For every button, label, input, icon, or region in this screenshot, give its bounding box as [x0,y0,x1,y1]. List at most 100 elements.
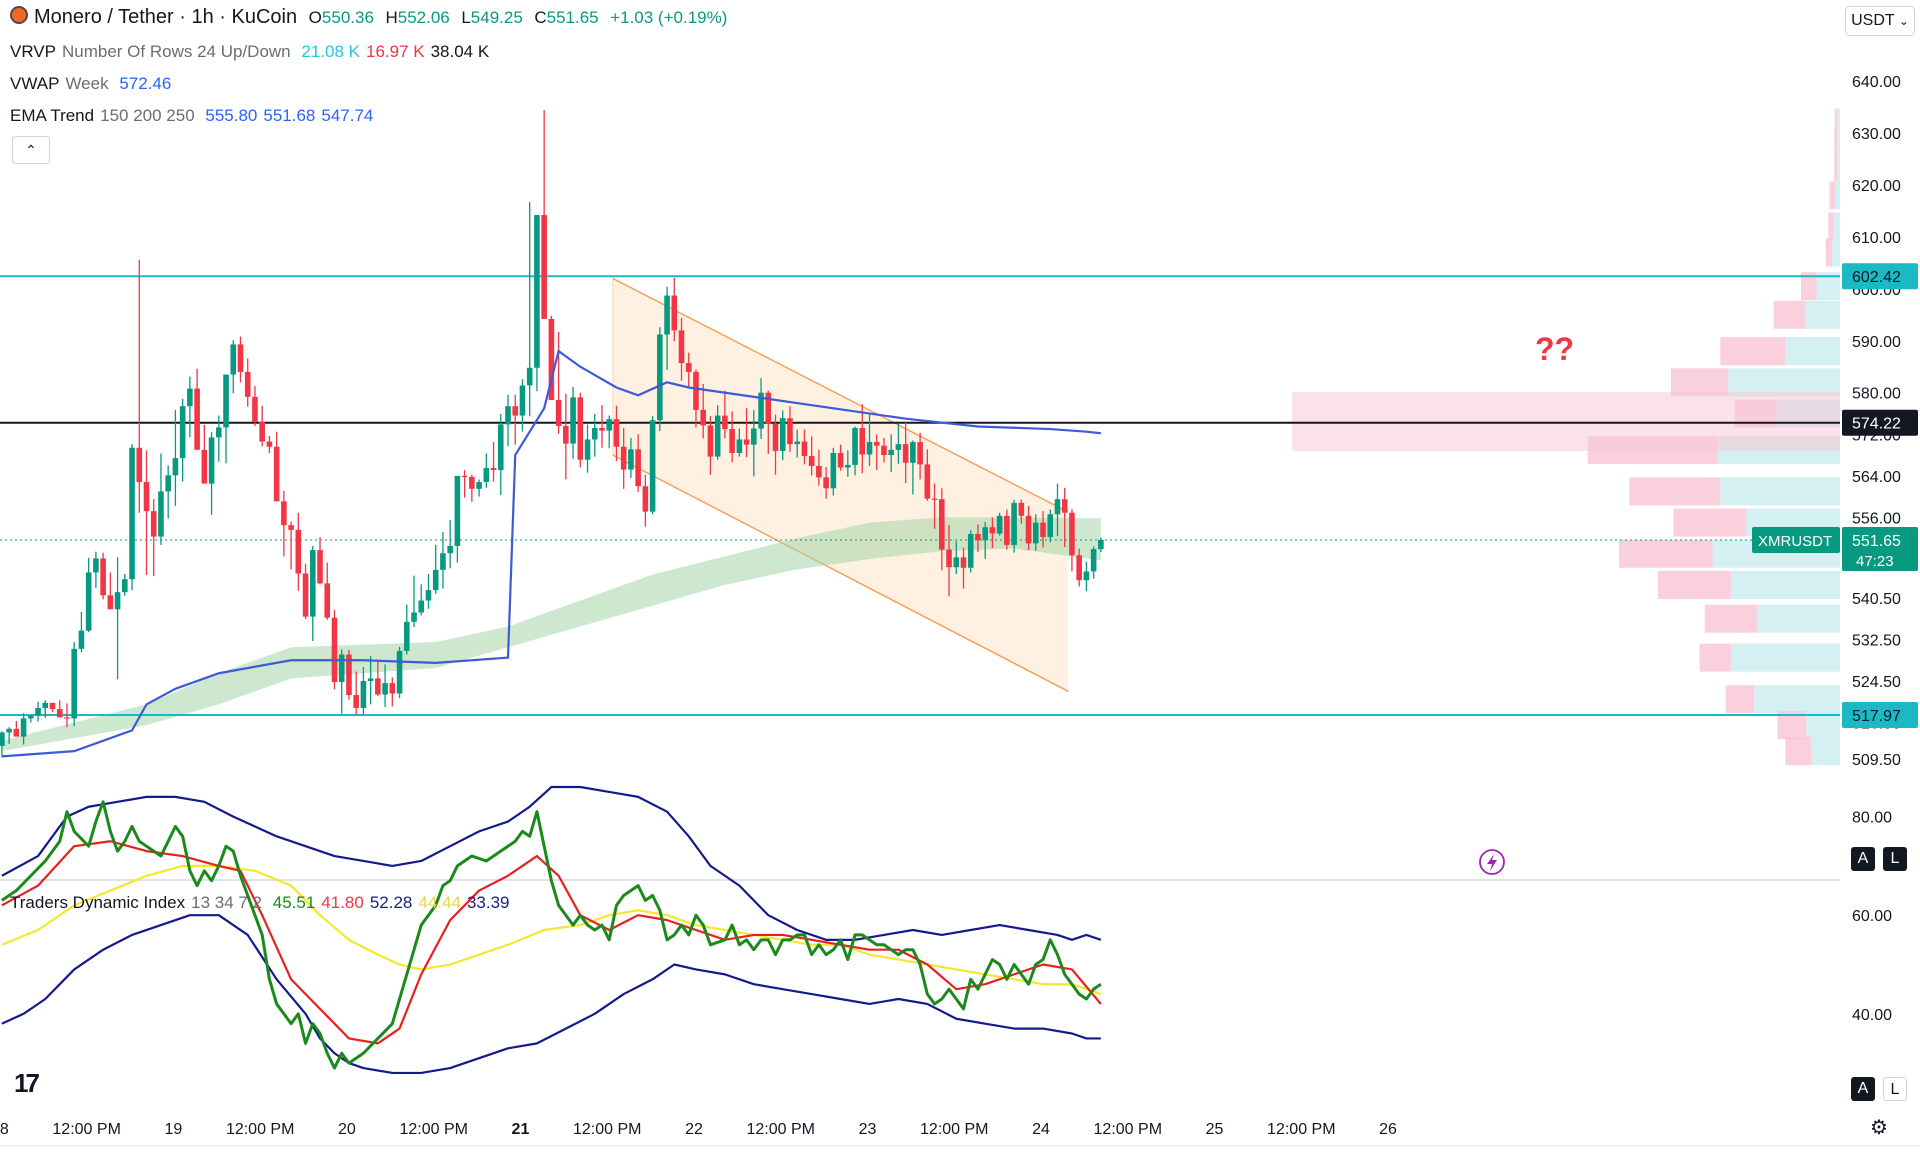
vrvp-params: Number Of Rows 24 Up/Down [62,42,291,61]
symbol-header: Monero / Tether · 1h · KuCoin O550.36 H5… [10,6,733,29]
candle-body [859,428,866,455]
price-axis-tick: 640.00 [1852,74,1901,91]
vrvp-legend[interactable]: VRVP Number Of Rows 24 Up/Down 21.08 K 16.… [10,42,495,62]
volume-profile-up-bar [1811,737,1840,766]
candle-body [873,442,880,446]
candle-body [447,545,453,554]
time-axis-tick: 12:00 PM [573,1121,641,1138]
time-axis-tick: 12:00 PM [746,1121,814,1138]
candle-body [678,330,685,364]
tdi-value-5: 33.39 [466,893,510,912]
chevron-down-icon: ⌄ [1898,14,1909,28]
candle-body [1083,571,1090,581]
candle-body [252,396,258,422]
candle-body [765,392,772,424]
log-scale-button[interactable]: L [1883,847,1907,871]
candle-body [526,367,533,386]
candle-body [288,525,294,530]
currency-dropdown[interactable]: USDT ⌄ [1845,6,1915,36]
candle-body [707,425,714,457]
vrvp-name: VRVP [10,42,56,61]
candle-body [100,558,106,596]
vwap-line [1,349,1101,758]
candle-body [1054,499,1061,515]
tdi-axis-tick: 40.00 [1852,1007,1892,1024]
gear-icon[interactable]: ⚙ [1870,1117,1888,1139]
ohlc-close-label: C [534,8,547,27]
collapse-legend-button[interactable]: ⌃ [12,136,50,164]
candle-body [483,468,490,483]
channel-fill [612,278,1069,692]
candle-body [346,654,352,696]
tdi-auto-scale-button[interactable]: A [1851,1077,1875,1101]
candle-body [563,425,569,444]
candle-body [1090,549,1097,572]
candle-body [317,550,323,584]
tdi-legend[interactable]: Traders Dynamic Index 13 34 7 2 45.51 41.8… [10,893,515,913]
tdi-value-1: 45.51 [272,893,316,912]
volume-profile-down-bar [1673,508,1747,537]
candle-body [946,549,952,568]
auto-scale-button[interactable]: A [1851,847,1875,871]
ohlc-high-value: 552.06 [397,8,450,27]
tdi-log-scale-button[interactable]: L [1883,1077,1907,1101]
candle-body [0,732,5,746]
ema-legend[interactable]: EMA Trend 150 200 250 555.80 551.68 547.74 [10,106,379,126]
candle-body [996,515,1003,534]
candle-body [881,445,887,456]
ema-trend-cloud [1,517,1101,752]
candle-body [237,344,244,372]
volume-profile-up-bar [1756,604,1840,633]
volume-profile-down-bar [1773,300,1805,329]
volume-profile-down-bar [1658,570,1731,599]
ohlc-open-value: 550.36 [321,8,374,27]
volume-profile-up-bar [1833,212,1840,241]
tradingview-logo[interactable]: 17 [14,1068,40,1098]
volume-profile-down-bar [1825,238,1833,267]
candle-body [823,477,829,489]
price-axis-tick: 556.00 [1852,510,1901,527]
candle-body [389,683,396,694]
candle-body [743,439,750,445]
candle-body [172,458,179,476]
candle-body [953,557,960,568]
last-price-label: 551.65 [1852,533,1901,550]
vwap-legend[interactable]: VWAP Week 572.46 [10,74,177,94]
vrvp-total-value: 38.04 K [430,42,490,61]
candle-body [497,424,504,471]
vrvp-down-value: 16.97 K [365,42,425,61]
candle-body [816,465,822,478]
candle-body [418,600,425,613]
candle-body [895,444,902,450]
candle-body [924,464,931,499]
candle-body [837,452,844,468]
candle-body [982,527,988,541]
resistance-price-label-bg [1842,263,1918,290]
candle-body [440,553,446,570]
time-axis-tick: 23 [859,1121,877,1138]
candle-body [1061,499,1068,513]
candle-body [967,534,974,568]
price-axis-tick: 509.50 [1852,752,1901,769]
candle-body [548,318,555,400]
time-axis-tick: 12:00 PM [1267,1121,1335,1138]
tdi-params: 13 34 7 2 [191,893,263,912]
ema-value-2: 551.68 [263,106,316,125]
volume-profile-down-bar [1704,604,1757,633]
tdi-rsi-line [1,800,1102,1070]
candle-body [729,429,735,453]
price-axis-tick: 532.50 [1852,632,1901,649]
volume-profile-up-bar [1730,643,1840,672]
candle-body [866,442,873,455]
volume-profile-down-bar [1725,685,1755,714]
symbol-tag: XMRUSDT [1758,533,1832,550]
price-axis-tick: 564.00 [1852,469,1901,486]
candle-body [20,718,27,737]
candle-body [657,334,663,421]
candle-body [194,388,200,450]
volume-profile-up-bar [1785,337,1840,366]
symbol-title[interactable]: Monero / Tether · 1h · KuCoin [34,6,298,28]
candle-body [505,406,511,425]
